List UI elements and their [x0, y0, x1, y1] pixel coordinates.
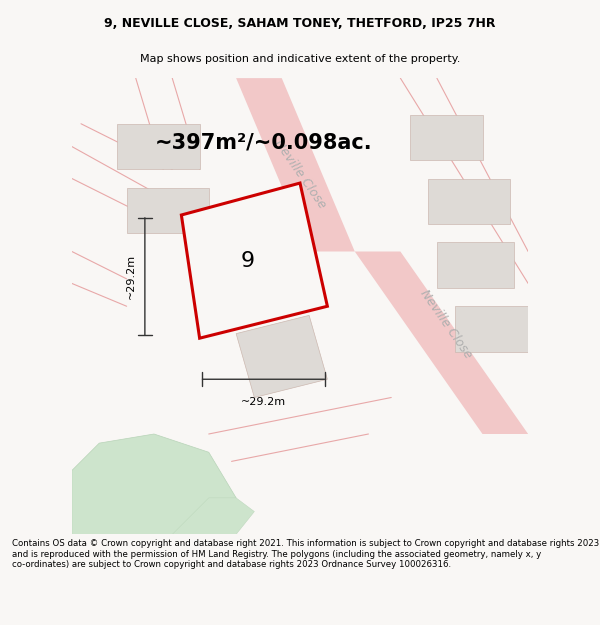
- Polygon shape: [437, 242, 514, 288]
- Polygon shape: [428, 179, 510, 224]
- Polygon shape: [72, 434, 236, 534]
- Polygon shape: [172, 498, 254, 534]
- Text: Neville Close: Neville Close: [418, 288, 475, 361]
- Text: ~29.2m: ~29.2m: [126, 254, 136, 299]
- Text: 9: 9: [241, 251, 254, 271]
- Polygon shape: [455, 306, 528, 352]
- Polygon shape: [118, 124, 200, 169]
- Polygon shape: [409, 114, 482, 160]
- Polygon shape: [355, 251, 528, 434]
- Polygon shape: [236, 78, 355, 251]
- Polygon shape: [227, 206, 318, 288]
- Polygon shape: [236, 316, 328, 398]
- Text: ~397m²/~0.098ac.: ~397m²/~0.098ac.: [155, 132, 373, 152]
- Polygon shape: [127, 188, 209, 233]
- Text: Neville Close: Neville Close: [271, 137, 329, 211]
- Text: 9, NEVILLE CLOSE, SAHAM TONEY, THETFORD, IP25 7HR: 9, NEVILLE CLOSE, SAHAM TONEY, THETFORD,…: [104, 17, 496, 30]
- Text: ~29.2m: ~29.2m: [241, 397, 286, 407]
- Text: Contains OS data © Crown copyright and database right 2021. This information is : Contains OS data © Crown copyright and d…: [12, 539, 599, 569]
- Polygon shape: [181, 183, 328, 338]
- Text: Map shows position and indicative extent of the property.: Map shows position and indicative extent…: [140, 54, 460, 64]
